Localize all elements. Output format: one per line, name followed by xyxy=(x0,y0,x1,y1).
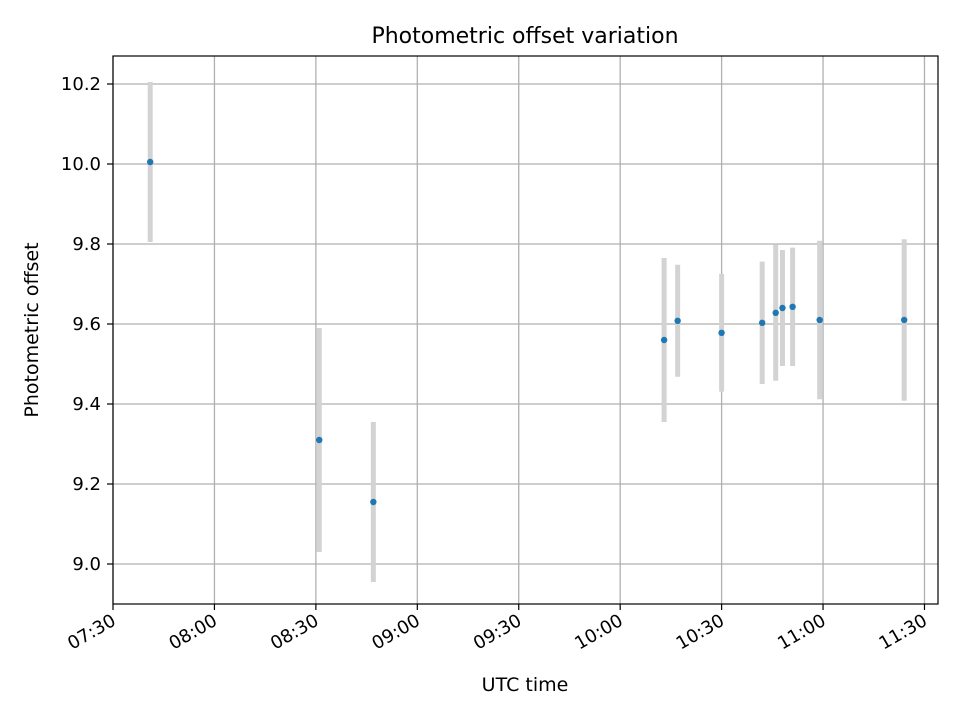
data-point xyxy=(758,319,766,326)
data-point xyxy=(900,316,908,324)
data-point xyxy=(789,303,796,310)
data-points xyxy=(146,158,908,506)
data-point xyxy=(779,304,786,312)
x-axis-label: UTC time xyxy=(482,674,569,696)
y-axis-ticks: 9.0 9.2 9.4 9.6 9.8 10.0 10.2 xyxy=(61,74,113,575)
y-tick-label: 9.6 xyxy=(72,314,101,335)
plot-area-frame xyxy=(112,55,939,605)
y-tick-label: 10.0 xyxy=(61,154,101,175)
y-tick-label: 10.2 xyxy=(61,74,101,95)
y-axis-label: Photometric offset xyxy=(21,242,43,417)
data-point xyxy=(674,317,681,324)
data-point xyxy=(146,158,154,166)
data-point xyxy=(718,329,725,336)
data-point xyxy=(816,316,823,324)
chart-title: Photometric offset variation xyxy=(371,24,678,49)
y-tick-label: 9.4 xyxy=(72,394,101,415)
data-point xyxy=(370,498,377,506)
grid-lines xyxy=(112,56,938,604)
data-point xyxy=(772,309,779,316)
y-tick-label: 9.2 xyxy=(72,474,101,495)
data-point xyxy=(660,336,668,344)
data-point xyxy=(316,436,323,444)
y-tick-label: 9.8 xyxy=(72,234,101,255)
y-tick-label: 9.0 xyxy=(72,554,101,575)
